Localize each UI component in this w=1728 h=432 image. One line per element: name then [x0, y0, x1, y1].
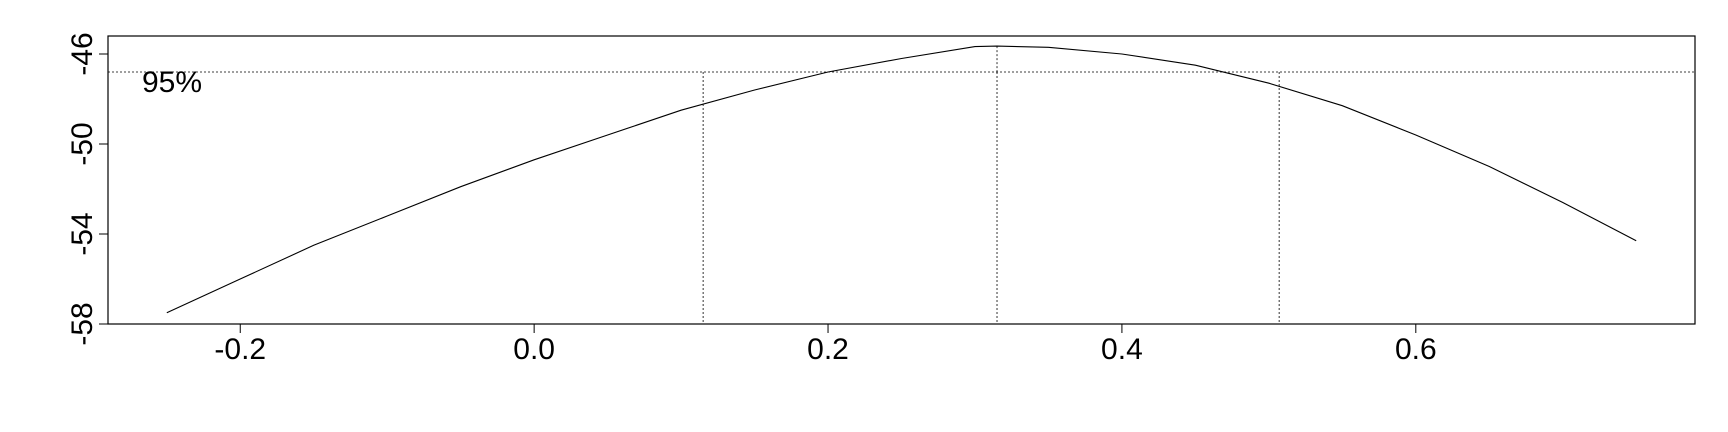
y-tick-label: -54: [66, 212, 99, 255]
y-tick-label: -46: [66, 32, 99, 75]
x-tick-label: 0.2: [807, 333, 849, 366]
series-line: [166, 45, 1637, 314]
y-tick-label: -58: [66, 302, 99, 345]
x-tick-label: 0.4: [1101, 333, 1143, 366]
plot-frame: [107, 35, 1696, 325]
axes: -0.2 0.0 0.2 0.4 0.6 -58 -54 -50 -46: [66, 32, 1437, 366]
reference-lines: [108, 46, 1695, 324]
y-tick-label: -50: [66, 122, 99, 165]
x-tick-label: 0.0: [513, 333, 555, 366]
x-tick-label: -0.2: [214, 333, 266, 366]
confidence-label: 95%: [142, 66, 202, 99]
x-tick-label: 0.6: [1395, 333, 1437, 366]
